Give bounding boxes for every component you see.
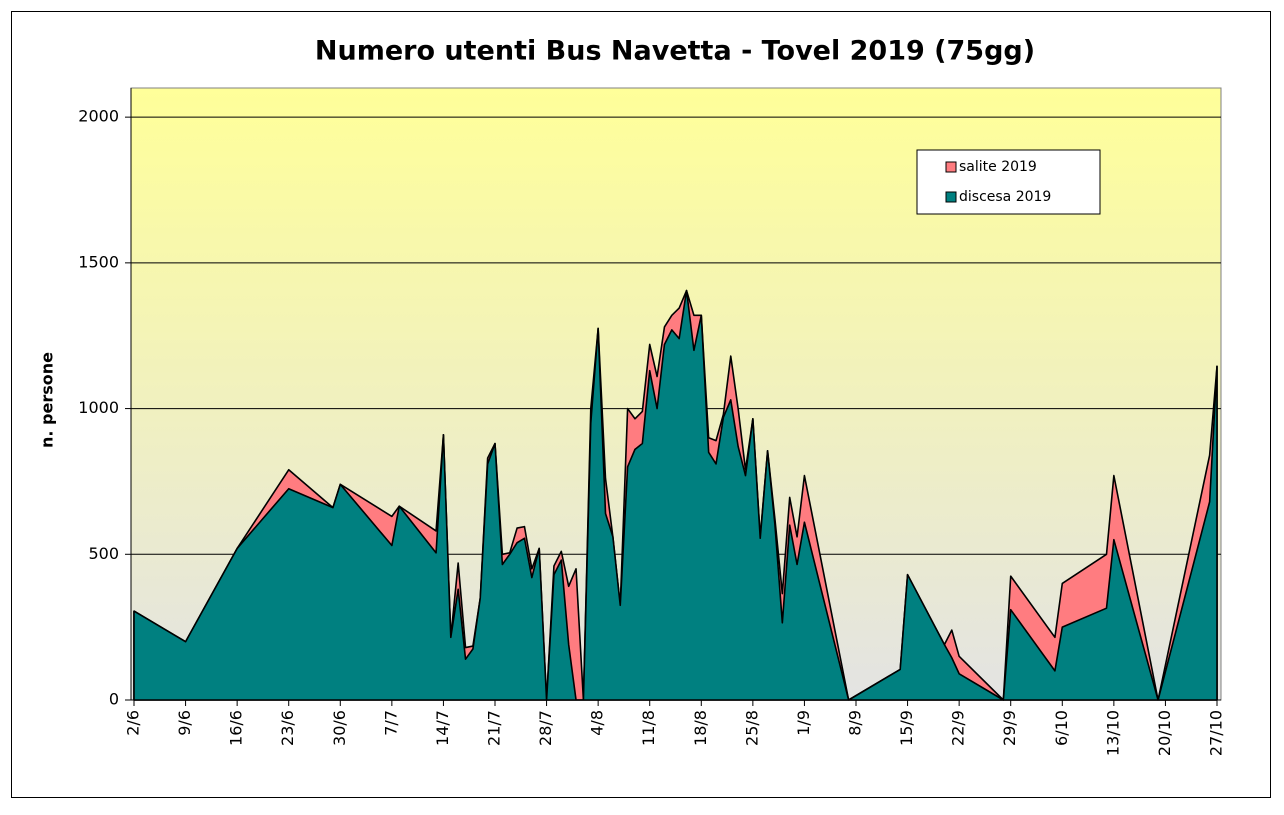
legend-box: [916, 149, 1101, 215]
x-tick-label: 2/6: [124, 710, 143, 736]
x-tick-label: 22/9: [949, 710, 968, 746]
x-tick-label: 20/10: [1155, 710, 1174, 756]
x-tick-label: 30/6: [330, 710, 349, 746]
x-tick-label: 4/8: [588, 710, 607, 736]
y-tick-label: 1500: [78, 252, 119, 271]
x-tick-label: 16/6: [227, 710, 246, 746]
legend-label: discesa 2019: [959, 189, 1051, 205]
x-tick-label: 6/10: [1052, 710, 1071, 746]
y-tick-label: 0: [109, 690, 119, 709]
x-tick-label: 8/9: [846, 710, 865, 736]
x-tick-label: 28/7: [536, 710, 555, 746]
y-axis-label: n. persone: [38, 352, 57, 448]
x-tick-label: 18/8: [691, 710, 710, 746]
axes: 0 500 1000 1500 2000 2/6 9/6 16/6 23/6 30/6 7/7 14/…: [78, 88, 1226, 756]
legend: salite 2019 discesa 2019: [916, 149, 1101, 215]
x-tick-label: 11/8: [639, 710, 658, 746]
x-tick-label: 14/7: [433, 710, 452, 746]
x-tick-label: 23/6: [278, 710, 297, 746]
legend-label: salite 2019: [959, 159, 1037, 175]
x-tick-label: 27/10: [1207, 710, 1226, 756]
x-tick-label: 29/9: [1000, 710, 1019, 746]
x-tick-label: 21/7: [485, 710, 504, 746]
x-tick-label: 1/9: [794, 710, 813, 736]
x-tick-label: 9/6: [175, 710, 194, 736]
x-tick-label: 25/8: [742, 710, 761, 746]
y-tick-label: 2000: [78, 107, 119, 126]
areas: [133, 289, 1218, 701]
legend-swatch: [945, 161, 957, 173]
legend-swatch: [945, 191, 957, 203]
chart-title: Numero utenti Bus Navetta - Tovel 2019 (…: [315, 36, 1035, 67]
y-tick-label: 1000: [78, 398, 119, 417]
area: [133, 289, 1218, 701]
x-tick-label: 7/7: [381, 710, 400, 736]
x-tick-label: 15/9: [897, 710, 916, 746]
y-tick-label: 500: [88, 544, 119, 563]
x-tick-label: 13/10: [1103, 710, 1122, 756]
